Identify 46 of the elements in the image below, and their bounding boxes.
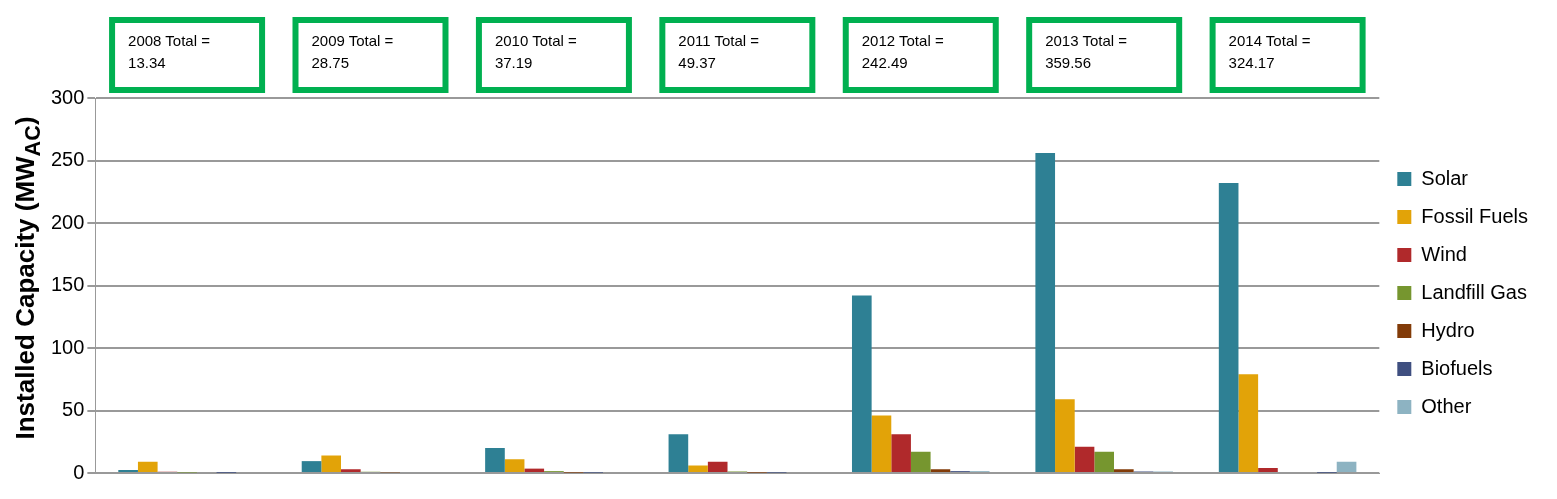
text: 2011 Total = 49.37 [678,31,760,71]
legend-label: Other [1421,394,1472,417]
bar [1114,469,1134,472]
y-tick-label: 200 [50,210,85,233]
bar [504,459,525,472]
bar [485,448,505,472]
text: 2009 Total = 28.75 [311,31,394,71]
bar [1035,153,1056,472]
legend-label: Landfill Gas [1421,280,1527,303]
y-tick-label: 0 [73,460,85,483]
bar [1336,461,1357,472]
bar [524,468,545,472]
legend-label: Biofuels [1421,356,1493,379]
bar [118,469,138,472]
bar [668,434,689,472]
bar [891,434,911,472]
y-tick-label: 300 [50,85,85,108]
bar [1218,183,1239,472]
bar [1074,446,1095,472]
legend-label: Hydro [1421,318,1475,341]
text: 2014 Total = 324.17 [1228,31,1311,71]
text: 2008 Total = 13.34 [128,31,211,71]
bar [910,451,931,472]
bar [321,455,342,472]
y-tick-label: 100 [50,335,85,358]
legend-label: Solar [1421,166,1469,189]
bar [707,461,728,472]
bar [1258,468,1278,472]
text: 2013 Total = 359.56 [1045,31,1128,71]
bar [871,415,892,472]
y-tick-label: 250 [50,148,85,171]
bar [1055,399,1075,472]
text: 2012 Total = 242.49 [861,31,944,71]
bar [341,469,361,472]
text: 2010 Total = 37.19 [494,31,578,71]
legend-label: Wind [1421,242,1467,265]
y-tick-label: 150 [50,273,85,296]
bar [1094,451,1115,472]
legend-label: Fossil Fuels [1421,204,1529,227]
bar [301,461,322,472]
bar [930,469,951,472]
bar [1238,374,1259,472]
bar [851,295,872,472]
bar [688,465,708,472]
bar [137,461,158,472]
y-tick-label: 50 [62,398,85,421]
